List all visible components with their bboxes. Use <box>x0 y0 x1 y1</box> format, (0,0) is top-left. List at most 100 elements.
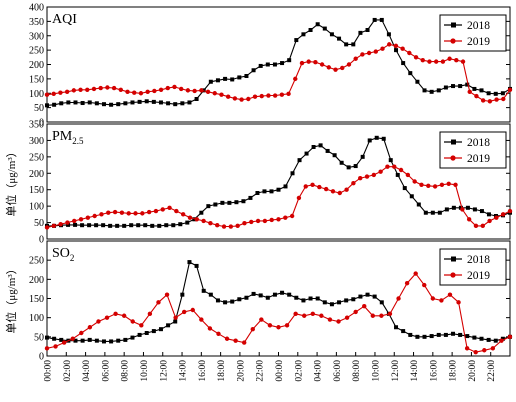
data-point-2019 <box>400 46 405 51</box>
data-point-2018 <box>180 292 185 297</box>
data-point-2019 <box>92 213 97 219</box>
data-point-2019 <box>364 174 370 179</box>
panel-pm25-ylabel: 单位（μg/m³） <box>4 146 18 216</box>
panel-pm25-title: PM2.5 <box>52 129 84 146</box>
panel-pm25: PM2.5 单位（μg/m³） 0 50 100 150 200 250 300 350 20… <box>4 120 513 246</box>
data-point-2019 <box>419 182 424 187</box>
x-tick-label: 10:00 <box>140 360 150 382</box>
y-tick-label: 100 <box>29 202 44 213</box>
data-point-2018 <box>287 292 292 297</box>
data-point-2018 <box>280 61 285 66</box>
data-point-2019 <box>190 307 195 313</box>
data-point-2019 <box>112 209 118 215</box>
data-point-2018 <box>171 223 176 228</box>
data-point-2018 <box>409 194 414 199</box>
y-tick-label: 400 <box>29 3 44 14</box>
data-point-2019 <box>358 176 363 181</box>
data-point-2018 <box>443 85 448 90</box>
legend-box <box>439 131 507 169</box>
data-point-2019 <box>440 59 446 64</box>
data-point-2019 <box>466 217 472 222</box>
data-point-2019 <box>340 65 345 71</box>
data-point-2018 <box>94 338 99 343</box>
data-point-2018 <box>386 32 391 37</box>
data-point-2018 <box>73 338 78 343</box>
data-point-2018 <box>430 210 435 215</box>
data-point-2018 <box>367 138 372 143</box>
data-point-2019 <box>487 99 493 104</box>
legend-swatch-marker-2018 <box>451 139 456 145</box>
data-point-2018 <box>73 100 78 105</box>
data-point-2018 <box>346 165 351 170</box>
data-point-2019 <box>138 91 144 96</box>
data-point-2019 <box>430 296 436 301</box>
data-point-2019 <box>336 319 341 324</box>
data-point-2018 <box>87 223 92 228</box>
data-point-2018 <box>486 91 491 96</box>
data-point-2018 <box>208 292 213 297</box>
data-point-2018 <box>301 32 306 37</box>
x-tick-label: 22:00 <box>256 360 266 382</box>
data-point-2018 <box>458 84 463 89</box>
data-point-2019 <box>126 211 131 216</box>
data-point-2018 <box>332 153 337 158</box>
data-point-2018 <box>429 89 434 94</box>
legend-swatch-marker-2018 <box>451 256 456 262</box>
data-point-2019 <box>269 217 274 223</box>
data-point-2019 <box>252 94 258 99</box>
data-point-2018 <box>201 288 206 293</box>
data-point-2019 <box>259 93 264 99</box>
data-point-2018 <box>318 143 323 148</box>
panel-so2-legend: 2018 2019 <box>439 248 507 286</box>
data-point-2019 <box>111 85 117 91</box>
data-point-2018 <box>353 164 358 169</box>
data-point-2018 <box>213 202 218 207</box>
x-tick-label: 20:00 <box>468 360 478 382</box>
data-point-2019 <box>192 88 197 94</box>
y-tick-label: 50 <box>34 103 44 114</box>
data-point-2019 <box>180 212 186 217</box>
y-tick-label: 50 <box>34 332 44 343</box>
data-point-2018 <box>408 71 413 76</box>
data-point-2019 <box>44 225 50 230</box>
data-point-2019 <box>392 164 397 169</box>
y-tick-label: 250 <box>29 46 44 57</box>
data-point-2019 <box>205 89 211 95</box>
data-point-2018 <box>315 22 320 27</box>
data-point-2019 <box>276 217 281 222</box>
data-point-2019 <box>413 271 418 276</box>
data-point-2019 <box>259 317 264 322</box>
data-point-2019 <box>289 213 295 219</box>
data-point-2018 <box>80 101 85 106</box>
data-point-2019 <box>507 334 513 340</box>
data-point-2019 <box>460 59 466 64</box>
panel-pm25-title-main: PM <box>52 129 73 144</box>
data-point-2019 <box>267 323 273 328</box>
data-point-2019 <box>164 292 170 297</box>
legend-box <box>439 248 507 286</box>
data-point-2019 <box>105 85 110 90</box>
data-point-2018 <box>401 329 406 334</box>
data-point-2018 <box>220 200 225 205</box>
data-point-2019 <box>284 323 290 328</box>
data-point-2018 <box>87 337 92 342</box>
data-point-2018 <box>109 102 114 107</box>
data-point-2019 <box>85 215 91 220</box>
data-point-2018 <box>115 223 120 228</box>
data-point-2019 <box>85 87 90 93</box>
data-point-2019 <box>72 218 77 224</box>
data-point-2018 <box>365 28 370 32</box>
data-point-2018 <box>59 101 64 106</box>
data-point-2018 <box>272 62 277 67</box>
data-point-2018 <box>215 78 220 83</box>
legend-swatch-marker-2019 <box>450 38 456 44</box>
data-point-2019 <box>456 300 461 305</box>
data-point-2019 <box>228 224 234 229</box>
data-point-2018 <box>451 331 456 336</box>
data-point-2018 <box>173 102 178 107</box>
data-point-2018 <box>262 189 267 194</box>
data-point-2018 <box>137 99 142 104</box>
panel-so2-series <box>44 260 513 355</box>
data-point-2018 <box>94 223 99 228</box>
data-point-2018 <box>227 200 232 205</box>
